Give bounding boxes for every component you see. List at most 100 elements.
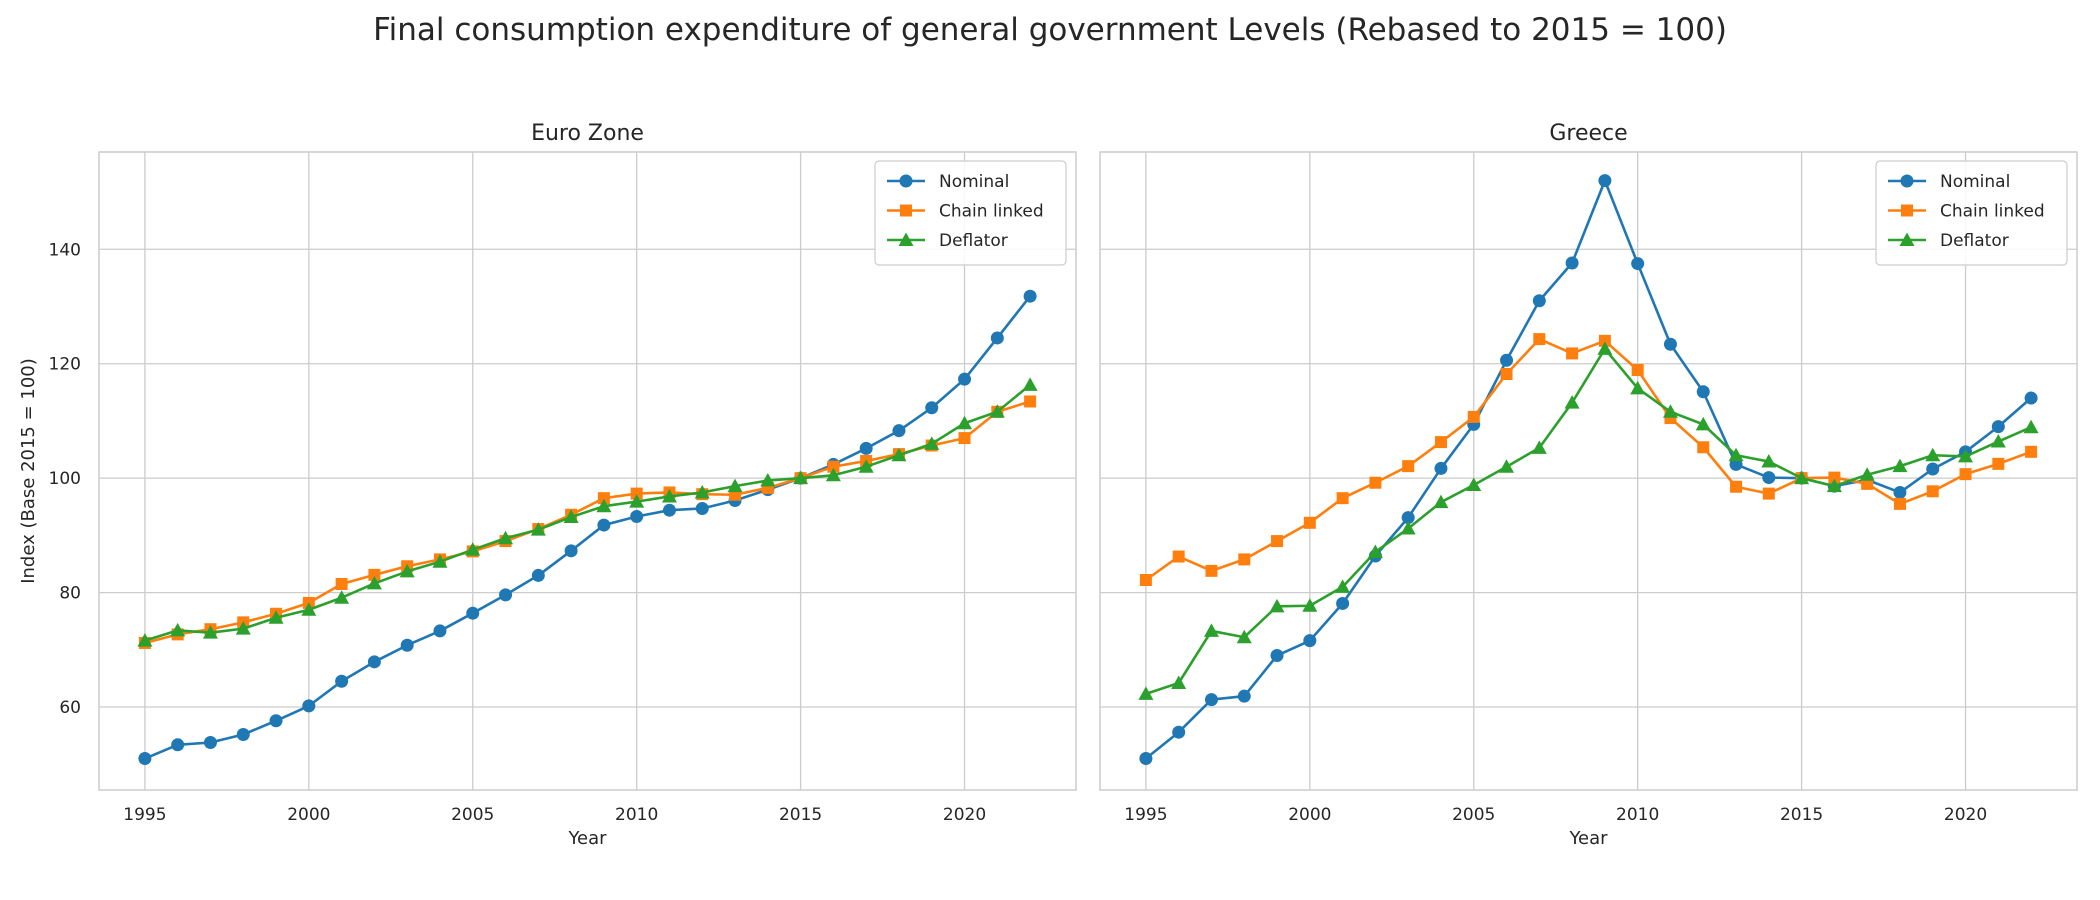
data-point-deflator (366, 575, 382, 590)
data-point-chain-linked (1598, 334, 1611, 347)
data-point-chain-linked (1024, 395, 1037, 408)
data-point-nominal (400, 638, 414, 652)
panel-euro-zone: 1995 2000 2005 2010 2015 2020 60 80 100 120 140 Eur… (18, 121, 1077, 849)
data-point-chain-linked (1467, 410, 1480, 423)
data-point-deflator (1302, 598, 1318, 612)
x-tick-label: 2000 (287, 805, 330, 825)
y-axis-label: Index (Base 2015 = 100) (18, 358, 39, 584)
data-point-deflator (1892, 458, 1908, 473)
series-line-nominal (1145, 179, 2032, 760)
data-point-deflator (1531, 440, 1547, 454)
legend: Nominal Chain linked Deflator (1875, 160, 2068, 266)
data-point-nominal (1893, 485, 1907, 499)
data-point-deflator (498, 530, 514, 545)
data-point-deflator (268, 610, 284, 624)
data-point-deflator (235, 621, 251, 635)
x-axis-label: Year (567, 828, 607, 849)
series-nominal (1139, 174, 2038, 766)
data-point-deflator (1236, 629, 1252, 644)
data-point-chain-linked (1172, 550, 1185, 563)
x-tick-label: 2020 (1944, 805, 1987, 825)
data-point-deflator (1958, 448, 1974, 463)
data-point-nominal (1532, 294, 1546, 308)
data-point-nominal (1023, 289, 1037, 303)
legend-marker-deflator (1899, 232, 1915, 246)
data-point-deflator (465, 542, 481, 556)
data-point-chain-linked (1762, 487, 1775, 500)
data-point-deflator (1990, 434, 2006, 448)
data-point-nominal (302, 699, 316, 713)
data-point-nominal (138, 752, 152, 766)
data-point-nominal (1204, 693, 1218, 707)
data-point-nominal (269, 714, 283, 728)
data-point-chain-linked (1139, 574, 1152, 587)
data-point-nominal (1631, 257, 1645, 271)
data-point-nominal (531, 568, 545, 582)
data-point-nominal (1598, 174, 1612, 188)
data-point-deflator (432, 554, 448, 568)
data-point-deflator (1859, 467, 1875, 481)
data-point-deflator (170, 622, 186, 637)
data-point-nominal (1139, 752, 1153, 766)
data-point-deflator (1630, 380, 1646, 395)
data-point-deflator (1335, 579, 1351, 593)
data-point-chain-linked (630, 487, 643, 500)
data-point-chain-linked (1238, 553, 1251, 566)
legend-label: Nominal (939, 172, 1009, 192)
data-point-deflator (793, 470, 809, 485)
data-point-deflator (858, 459, 874, 473)
data-point-deflator (629, 494, 645, 508)
data-point-nominal (564, 544, 578, 558)
data-point-deflator (1794, 470, 1810, 485)
data-point-deflator (694, 484, 710, 499)
data-point-chain-linked (1336, 492, 1349, 505)
panel-title: Greece (1549, 121, 1627, 146)
data-point-nominal (1434, 461, 1448, 475)
data-point-deflator (1367, 544, 1383, 558)
data-point-nominal (892, 424, 906, 438)
data-point-deflator (596, 498, 612, 513)
data-point-chain-linked (1828, 471, 1841, 484)
data-point-deflator (760, 472, 776, 487)
x-tick-label: 2020 (943, 805, 986, 825)
data-point-nominal (1270, 649, 1284, 663)
legend-label: Chain linked (1940, 202, 2045, 222)
data-point-nominal (630, 509, 644, 523)
data-point-chain-linked (1697, 441, 1710, 454)
data-point-nominal (1237, 689, 1251, 703)
data-point-deflator (1138, 686, 1154, 700)
data-point-chain-linked (1730, 480, 1743, 493)
x-tick-label: 2000 (1288, 805, 1331, 825)
data-point-chain-linked (1631, 364, 1644, 377)
data-point-deflator (957, 415, 973, 430)
x-tick-label: 2010 (615, 805, 658, 825)
data-point-nominal (466, 606, 480, 620)
data-point-deflator (1269, 598, 1285, 613)
data-point-nominal (1926, 462, 1940, 476)
data-point-deflator (1728, 447, 1744, 462)
data-point-chain-linked (335, 578, 348, 591)
legend-label: Deflator (1940, 231, 2009, 251)
data-point-nominal (859, 441, 873, 455)
data-point-deflator (530, 522, 546, 536)
data-point-deflator (661, 488, 677, 503)
data-point-deflator (1695, 416, 1711, 431)
data-point-nominal (1696, 385, 1710, 399)
data-point-chain-linked (597, 492, 610, 505)
legend-item-deflator: Deflator (887, 231, 1008, 251)
legend-item-chain-linked: Chain linked (1888, 202, 2045, 222)
axes-frame (98, 151, 1077, 791)
data-point-deflator (399, 563, 415, 578)
series-line-chain-linked (144, 400, 1031, 645)
data-point-nominal (236, 727, 250, 741)
series-deflator (1138, 341, 2039, 700)
data-point-deflator (727, 478, 743, 493)
data-point-chain-linked (1402, 460, 1415, 473)
data-point-deflator (891, 447, 907, 462)
data-point-deflator (1597, 341, 1613, 355)
legend-item-nominal: Nominal (1888, 172, 2010, 192)
data-point-nominal (925, 401, 939, 415)
y-tick-label: 100 (49, 469, 81, 489)
